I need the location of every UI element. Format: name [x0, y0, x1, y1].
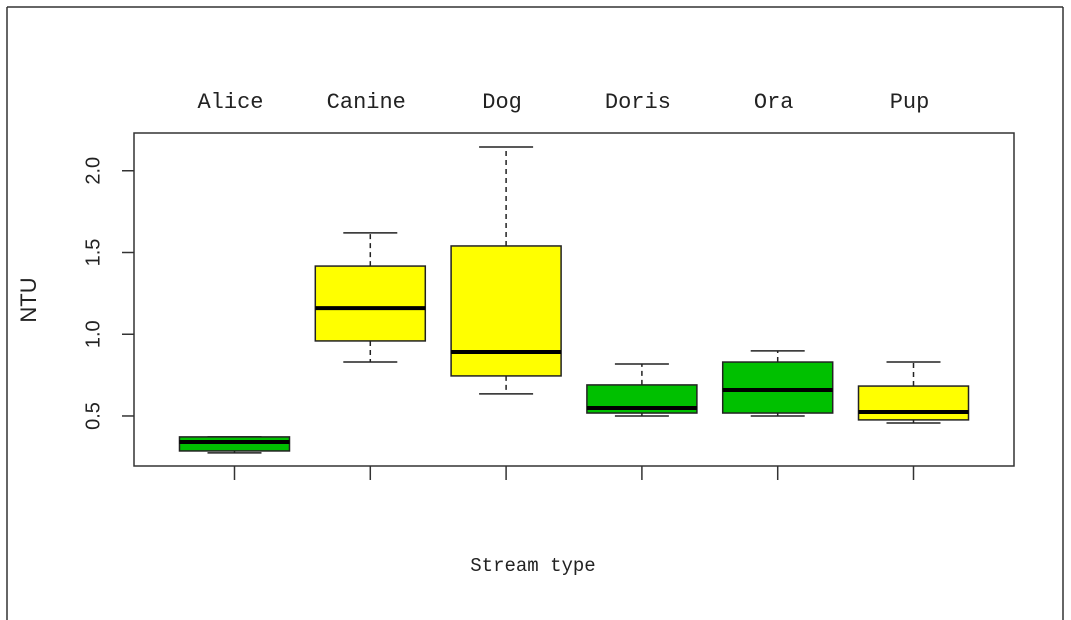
box: [721, 361, 834, 414]
x-axis-label: Stream type: [470, 555, 595, 577]
y-tick-label: 2.0: [82, 157, 104, 185]
category-label: Dog: [482, 90, 522, 115]
y-tick-label: 1.5: [82, 239, 104, 267]
box: [314, 265, 427, 342]
box: [450, 245, 562, 377]
category-label: Alice: [197, 90, 263, 115]
y-tick-label: 0.5: [82, 402, 104, 430]
plot-border: [133, 132, 1015, 467]
category-label: Ora: [754, 90, 794, 115]
y-axis-label: NTU: [16, 277, 41, 322]
category-label: Canine: [327, 90, 406, 115]
category-label: Doris: [605, 90, 671, 115]
box: [857, 385, 970, 421]
category-label: Pup: [890, 90, 930, 115]
y-tick-label: 1.0: [82, 320, 104, 348]
